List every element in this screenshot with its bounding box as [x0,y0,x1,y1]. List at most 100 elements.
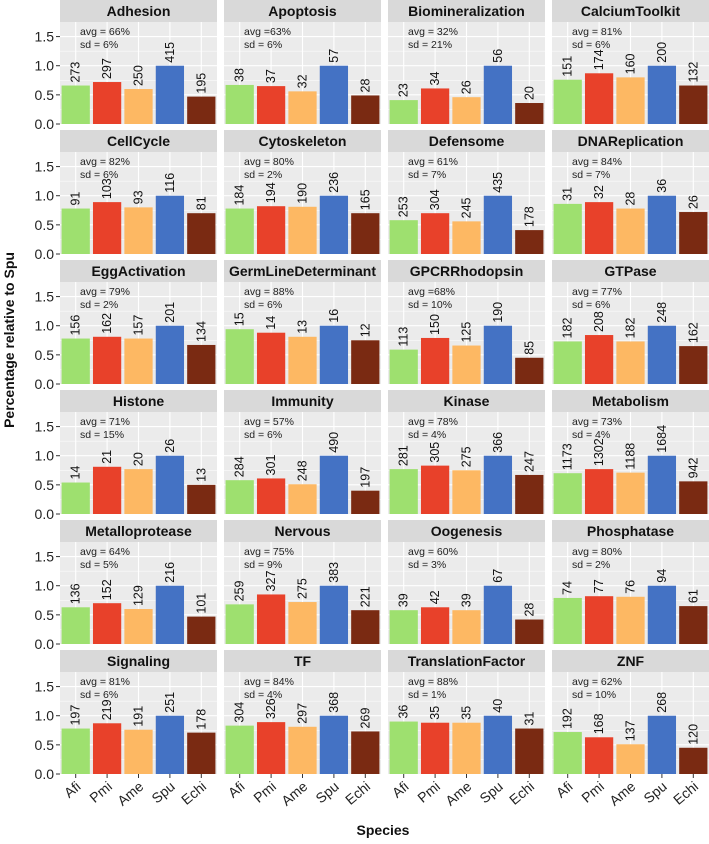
count-label: 305 [428,442,442,463]
facet-panel-znf: ZNF 192 168 137 268 120 avg = 62%sd = 10% Afi Pm… [552,650,709,809]
facet-title: Nervous [274,523,330,539]
count-label: 26 [163,439,177,453]
count-label: 200 [655,42,669,63]
facet-strip [552,130,709,152]
count-label: 366 [491,432,505,453]
facet-title: TF [294,653,312,669]
bar-spu [483,585,513,644]
y-tick-label: 1.5 [35,549,55,565]
count-label: 21 [100,450,114,464]
bar-pmi [256,594,286,644]
bar-echi [515,619,544,644]
bar-pmi [420,88,450,124]
bar-echi [351,731,380,774]
y-tick-label: 1.5 [35,289,55,305]
bar-echi [351,340,380,384]
count-label: 383 [327,562,341,583]
facet-panel-cytoskeleton: Cytoskeleton 184 194 190 236 165 avg = 80%sd =… [224,130,381,254]
count-label: 81 [194,196,208,210]
count-label: 57 [327,49,341,63]
x-tick-label-spu: Spu [640,778,669,806]
avg-label: avg = 60% [408,546,458,558]
bar-echi [679,212,708,254]
count-label: 150 [428,314,442,335]
x-tick-label-echi: Echi [342,778,373,808]
bar-ame [452,610,481,644]
x-tick-label-echi: Echi [670,778,701,808]
count-label: 91 [69,192,83,206]
count-label: 34 [428,71,442,85]
bar-spu [319,65,349,124]
count-label: 162 [100,313,114,334]
sd-label: sd = 4% [572,429,610,441]
y-tick-label: 1.0 [35,318,55,334]
count-label: 113 [397,327,411,347]
facet-strip [224,390,381,412]
y-tick-label: 0.5 [35,737,55,753]
facet-title: Apoptosis [268,3,337,19]
count-label: 20 [522,86,536,100]
y-tick-label: 0.5 [35,477,55,493]
bar-pmi [92,82,122,124]
y-tick-label: 0.5 [35,217,55,233]
facet-strip [552,260,709,282]
count-label: 327 [264,571,278,592]
facet-panel-translationfactor: TranslationFactor 36 35 35 40 31 avg = 88%sd =… [388,650,545,809]
count-label: 93 [132,190,146,204]
count-label: 942 [686,457,700,478]
y-tick-label: 0.0 [35,376,55,392]
facet-panel-immunity: Immunity 284 301 248 490 197 avg = 57%sd = 6% [224,390,381,514]
bar-echi [515,103,544,124]
facet-title: GTPase [604,263,656,279]
count-label: 32 [592,185,606,199]
avg-label: avg = 64% [80,546,130,558]
facet-title: GPCRRhodopsin [410,263,524,279]
bar-afi [389,349,418,384]
bar-afi [61,728,90,774]
count-label: 39 [397,593,411,607]
avg-label: avg = 75% [244,546,294,558]
count-label: 201 [163,302,177,323]
sd-label: sd = 6% [244,39,282,51]
count-label: 192 [561,708,575,729]
bar-ame [124,469,153,514]
bar-pmi [92,466,122,514]
bar-pmi [584,335,614,384]
y-tick-label: 0.0 [35,116,55,132]
count-label: 13 [296,320,310,334]
avg-label: avg = 79% [80,286,130,298]
count-label: 38 [233,68,247,82]
bar-echi [351,490,380,514]
count-label: 275 [296,578,310,599]
count-label: 301 [264,455,278,476]
bar-pmi [92,202,122,254]
count-label: 85 [522,341,536,355]
bar-pmi [420,465,450,514]
bar-echi [187,213,216,254]
count-label: 297 [296,703,310,724]
count-label: 415 [163,42,177,63]
count-label: 77 [592,579,606,593]
count-label: 191 [132,706,146,727]
facet-panel-nervous: Nervous 259 327 275 383 221 avg = 75%sd = 9% [224,520,381,644]
count-label: 42 [428,590,442,604]
count-label: 284 [233,456,247,477]
bar-pmi [92,603,122,644]
facet-strip [60,650,217,672]
facet-strip [388,260,545,282]
facet-panel-eggactivation: EggActivation 156 162 157 201 134 avg = 79%sd … [35,260,217,392]
count-label: 16 [327,309,341,323]
x-tick-label-afi: Afi [225,778,248,801]
facet-panel-metabolism: Metabolism 1173 1302 1188 1684 942 avg = 73%sd… [552,390,709,514]
bar-spu [483,455,513,514]
count-label: 67 [491,569,505,583]
bar-afi [61,482,90,514]
bar-ame [452,221,481,254]
bar-echi [515,230,544,254]
count-label: 23 [397,83,411,97]
facet-panel-kinase: Kinase 281 305 275 366 247 avg = 78%sd = 4% [388,390,545,514]
bar-pmi [256,332,286,384]
sd-label: sd = 4% [244,689,282,701]
